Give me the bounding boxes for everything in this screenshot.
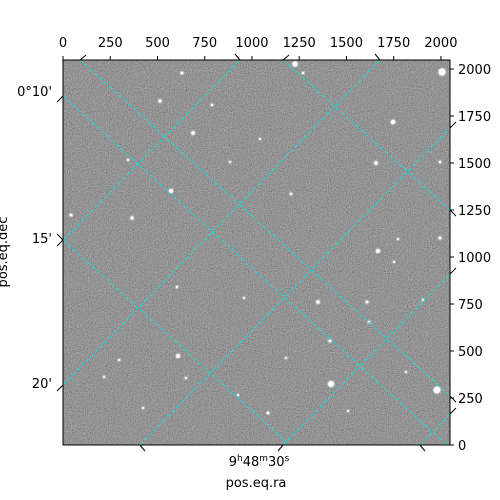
coordinate-grid xyxy=(63,60,450,445)
star xyxy=(365,300,369,304)
star xyxy=(405,371,407,373)
star xyxy=(289,192,293,196)
world-ticks xyxy=(56,53,457,452)
y-tick-label: 0 xyxy=(458,439,466,454)
world-tick-mark xyxy=(79,54,87,61)
y-tick-label: 1250 xyxy=(458,204,491,219)
star xyxy=(438,68,446,76)
star xyxy=(243,297,245,299)
image-noise xyxy=(63,60,450,445)
grid-line xyxy=(282,60,450,211)
y-tick-label: 2000 xyxy=(458,63,491,78)
world-tick-mark xyxy=(56,239,64,247)
x-tick-label: 250 xyxy=(98,36,123,51)
star xyxy=(185,377,187,379)
star xyxy=(374,161,378,165)
world-tick-mark xyxy=(419,444,426,452)
x-tick-label: 750 xyxy=(192,36,217,51)
star xyxy=(180,71,184,75)
star xyxy=(103,376,105,378)
grid-line xyxy=(63,60,381,386)
x-tick-label: 500 xyxy=(145,36,170,51)
y-tick-label: 750 xyxy=(458,298,483,313)
star xyxy=(175,285,179,289)
pixel-y-ticks: 0 250 500 750 1000 1250 1500 1750 2000 xyxy=(450,63,491,454)
star xyxy=(210,103,214,107)
world-tick-mark xyxy=(449,395,457,403)
star xyxy=(266,411,270,415)
y-tick-label: 500 xyxy=(458,345,483,360)
x-tick-label: 2000 xyxy=(424,36,457,51)
star xyxy=(191,131,195,135)
star xyxy=(130,216,134,220)
grid-line xyxy=(139,127,450,445)
star xyxy=(376,249,380,253)
star xyxy=(229,161,231,163)
world-tick-mark xyxy=(449,267,457,275)
star xyxy=(397,238,399,240)
x-tick-label: 1000 xyxy=(235,36,268,51)
star xyxy=(390,119,396,125)
pixel-x-ticks: 0 250 500 750 1000 1250 1500 1750 2000 xyxy=(59,36,457,60)
star xyxy=(328,381,334,387)
star xyxy=(237,394,239,396)
world-tick-mark xyxy=(56,384,64,392)
y-tick-label: 1750 xyxy=(458,110,491,125)
star xyxy=(301,71,305,75)
axes-frame xyxy=(62,59,451,446)
star xyxy=(118,359,120,361)
star xyxy=(69,213,73,217)
dec-tick-label: 15' xyxy=(32,232,52,247)
y-tick-label: 1000 xyxy=(458,251,491,266)
grid-line xyxy=(63,95,448,445)
world-tick-mark xyxy=(277,444,284,452)
star xyxy=(285,357,287,359)
dec-tick-label: 20' xyxy=(32,377,52,392)
star xyxy=(292,61,298,67)
star xyxy=(438,160,442,164)
star xyxy=(328,339,332,343)
star xyxy=(393,261,395,263)
satellite-trail xyxy=(379,211,405,239)
ra-tick-label: 9h48m30s xyxy=(229,454,290,470)
star xyxy=(316,300,320,304)
world-tick-mark xyxy=(374,53,381,61)
star xyxy=(259,138,261,140)
grid-line xyxy=(282,273,450,445)
x-tick-label: 1500 xyxy=(330,36,363,51)
x-axis-label: pos.eq.ra xyxy=(226,476,287,491)
x-tick-label: 1250 xyxy=(283,36,316,51)
world-tick-mark xyxy=(449,209,457,217)
y-axis-label: pos.eq.dec xyxy=(0,217,11,288)
world-tick-mark xyxy=(56,95,64,103)
dec-tick-label: 0°10' xyxy=(17,85,52,100)
world-tick-mark xyxy=(234,53,241,61)
stars xyxy=(68,60,447,416)
star xyxy=(176,354,180,358)
star xyxy=(169,189,173,193)
grid-line xyxy=(79,60,450,397)
world-tick-mark xyxy=(56,233,64,241)
y-tick-label: 1500 xyxy=(458,157,491,172)
grid-line xyxy=(63,239,291,445)
sky-image xyxy=(63,60,450,445)
star xyxy=(127,159,129,161)
grid-line xyxy=(63,60,241,241)
world-tick-mark xyxy=(449,121,457,129)
x-tick-label: 1750 xyxy=(377,36,410,51)
star xyxy=(142,407,144,409)
world-tick-mark xyxy=(282,54,290,61)
world-tick-mark xyxy=(139,444,146,452)
star xyxy=(158,99,162,103)
star xyxy=(438,236,442,240)
world-tick-mark xyxy=(449,407,457,415)
star xyxy=(347,410,349,412)
x-tick-label: 0 xyxy=(59,36,67,51)
y-tick-label: 250 xyxy=(458,392,483,407)
star xyxy=(433,386,441,394)
grid-line xyxy=(419,413,450,445)
